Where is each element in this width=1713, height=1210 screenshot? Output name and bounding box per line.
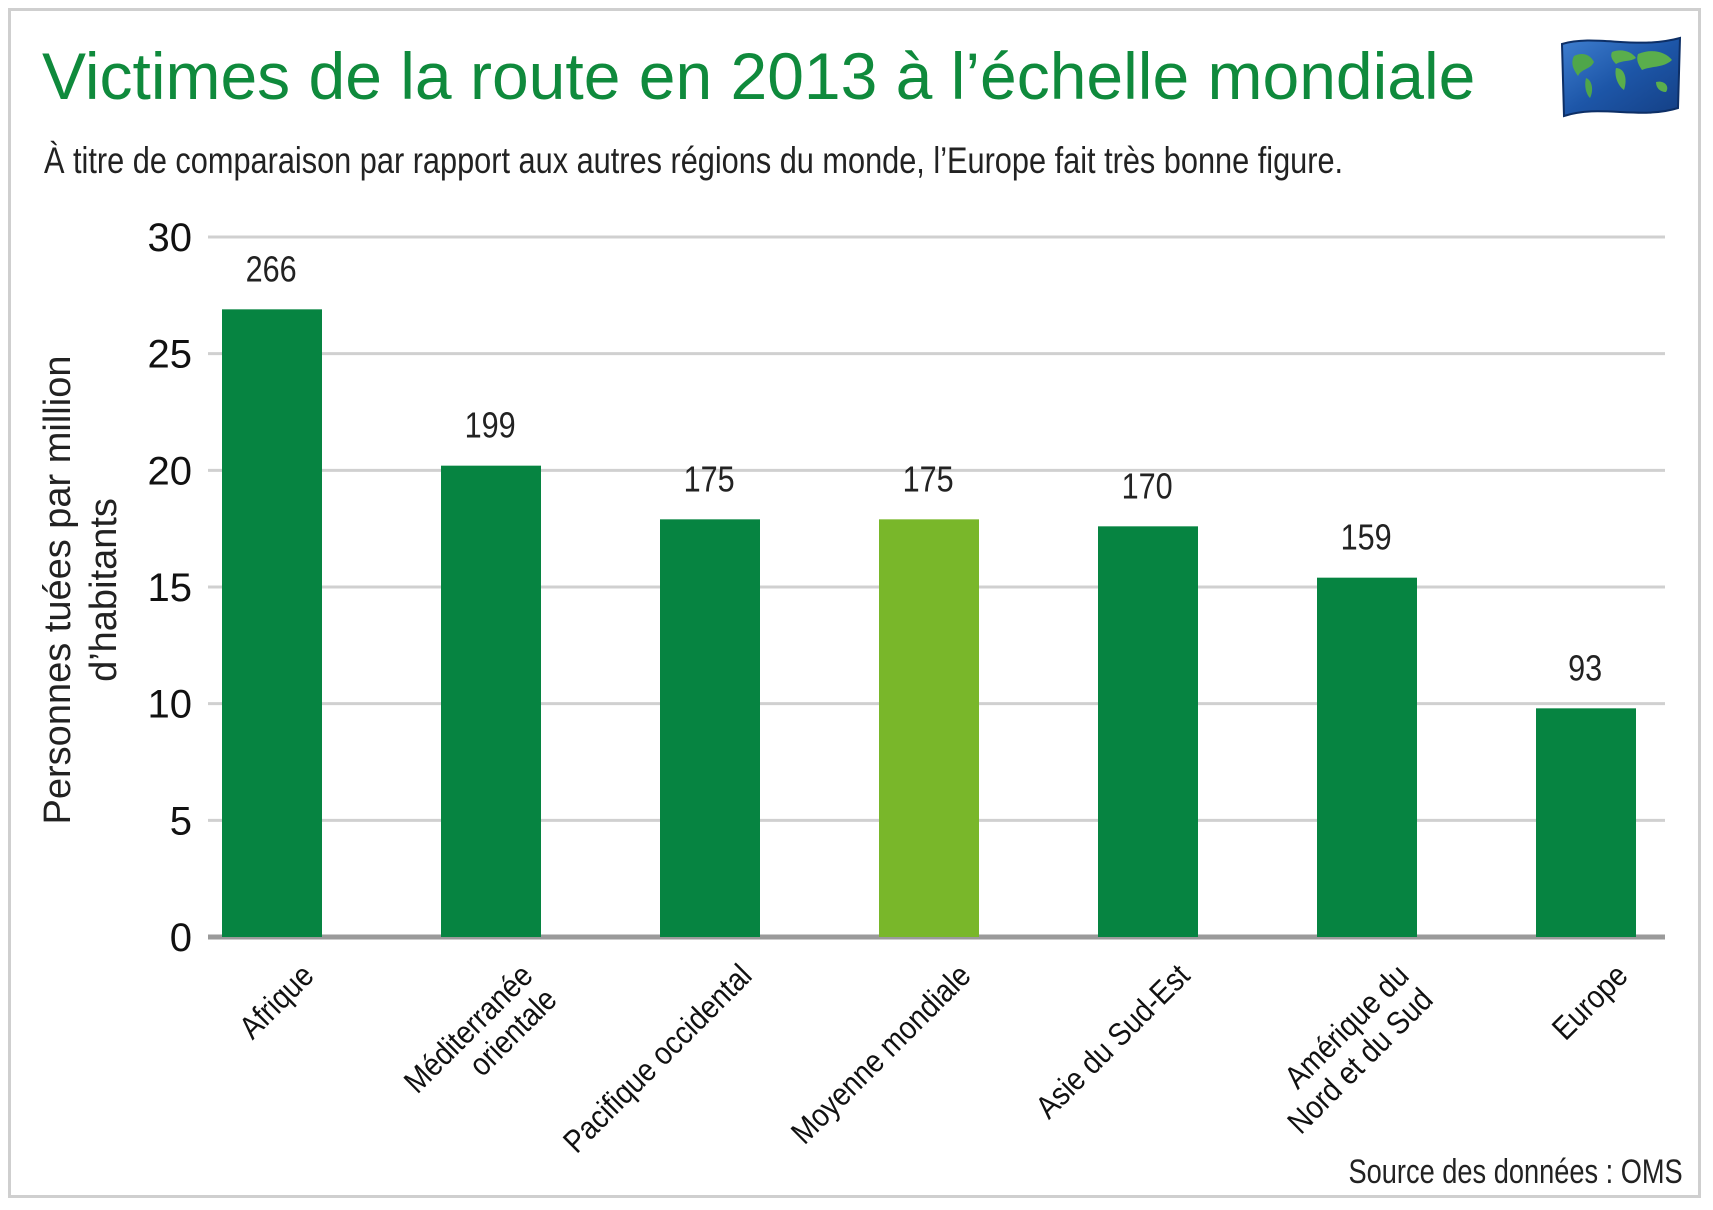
y-tick-label: 20 xyxy=(148,449,193,493)
chart-subtitle: À titre de comparaison par rapport aux a… xyxy=(44,140,1344,181)
bar-value-label: 170 xyxy=(1122,467,1173,507)
x-tick-label-group: Pacifique occidental xyxy=(557,958,759,1160)
x-tick-label-group: Afrique xyxy=(233,958,321,1046)
x-tick-label: Afrique xyxy=(233,958,321,1046)
chart-title: Victimes de la route en 2013 à l’échelle… xyxy=(42,39,1476,113)
x-tick-label-group: Asie du Sud-Est xyxy=(1029,958,1197,1126)
y-tick-label: 5 xyxy=(170,799,192,843)
y-tick-label: 0 xyxy=(170,916,192,960)
x-tick-label: Pacifique occidental xyxy=(557,958,759,1160)
y-tick-label: 10 xyxy=(148,683,193,727)
bar-value-label: 175 xyxy=(903,460,954,500)
world-map-flag-icon xyxy=(1560,36,1682,118)
bar xyxy=(879,519,979,937)
x-tick-label-group: Europe xyxy=(1546,958,1635,1047)
bar-value-label: 159 xyxy=(1341,518,1392,558)
y-tick-label: 15 xyxy=(148,566,193,610)
data-source-note: Source des données : OMS xyxy=(1348,1153,1683,1191)
bar-value-label: 199 xyxy=(465,406,516,446)
x-tick-label: Moyenne mondiale xyxy=(785,958,978,1151)
bar xyxy=(1098,526,1198,937)
bar-value-label: 175 xyxy=(684,460,735,500)
y-tick-label: 30 xyxy=(148,216,193,260)
y-axis-label: d’habitants xyxy=(83,498,125,682)
x-tick-label-group: Moyenne mondiale xyxy=(785,958,978,1151)
bar xyxy=(441,465,541,937)
bar xyxy=(660,519,760,937)
bar-value-label: 93 xyxy=(1568,649,1602,689)
x-tick-label: Asie du Sud-Est xyxy=(1029,958,1197,1126)
bar xyxy=(1317,577,1417,937)
bar-value-label: 266 xyxy=(246,250,297,290)
y-axis-label: Personnes tuées par million xyxy=(37,356,79,825)
y-tick-label: 25 xyxy=(148,333,193,377)
bar xyxy=(222,309,322,937)
x-tick-label: Europe xyxy=(1546,958,1635,1047)
bar xyxy=(1536,708,1636,937)
